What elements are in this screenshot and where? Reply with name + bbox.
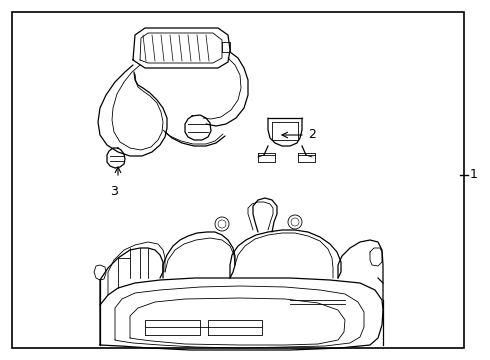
Text: 3: 3	[110, 185, 118, 198]
Text: 2: 2	[308, 129, 316, 141]
Text: 1: 1	[470, 168, 478, 181]
